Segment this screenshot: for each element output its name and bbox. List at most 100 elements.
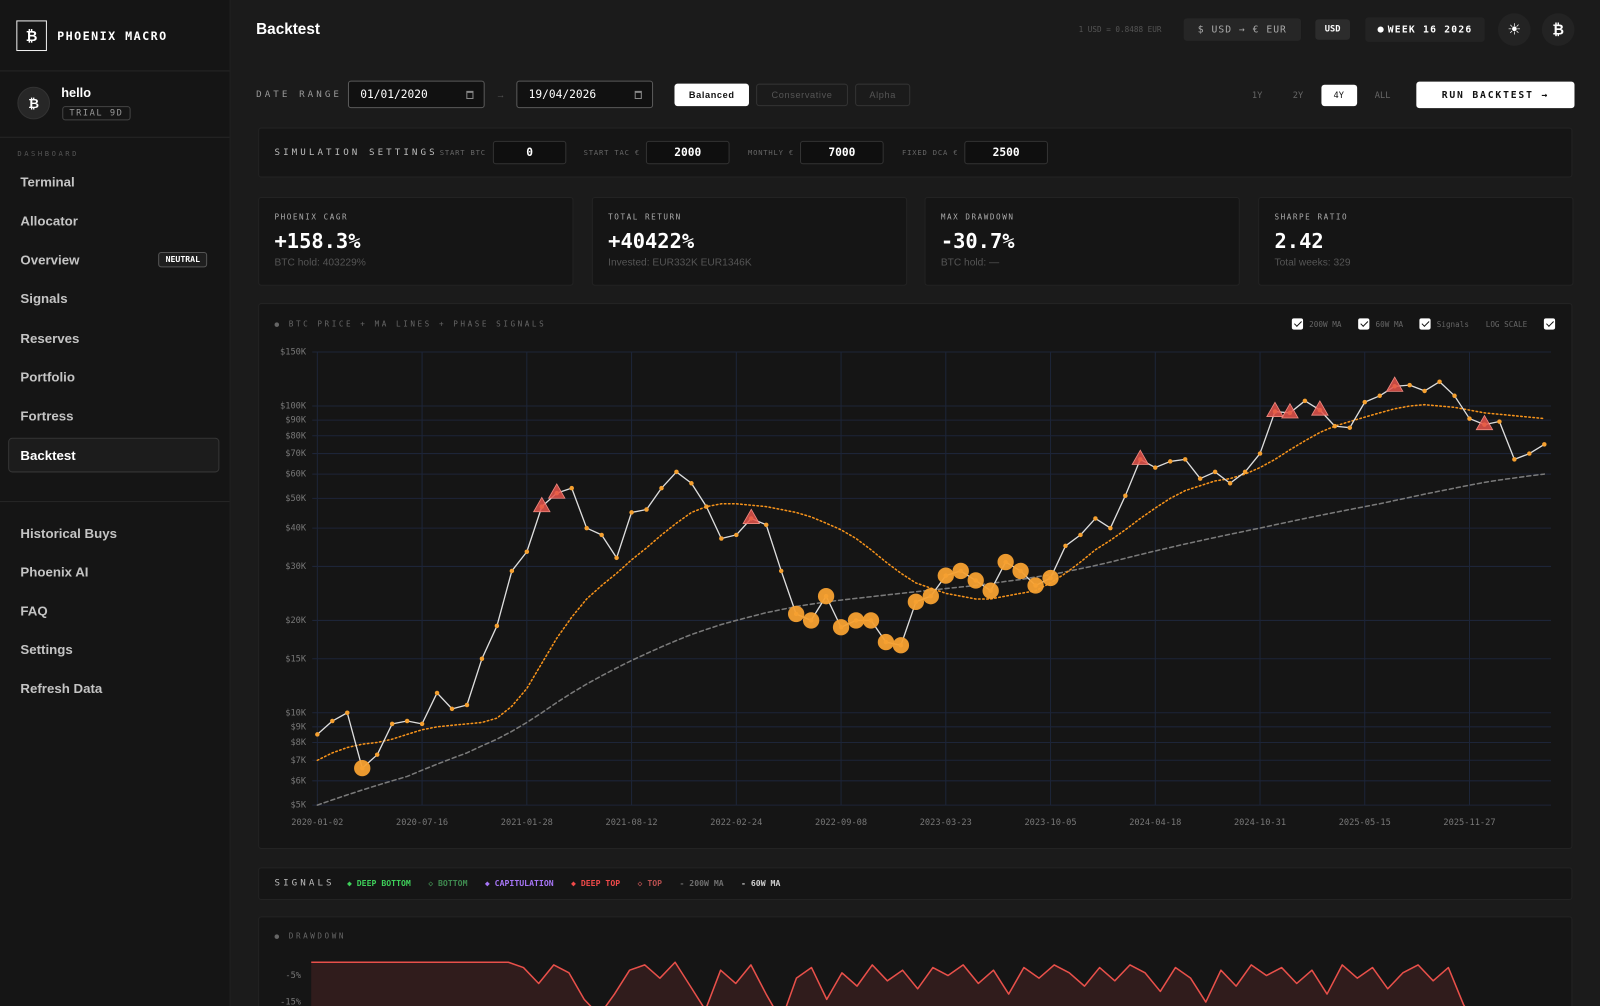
section-label: DASHBOARD	[17, 149, 80, 159]
plan-badge: TRIAL 9D	[62, 106, 131, 121]
stat-value: +40422%	[608, 228, 695, 254]
range-button[interactable]: 4Y	[1320, 84, 1357, 107]
nav-label: Backtest	[20, 447, 76, 463]
divider	[0, 70, 230, 72]
nav-label: Fortress	[20, 408, 74, 424]
legend-item: ◆ DEEP TOP	[571, 879, 621, 889]
start-date-input[interactable]: 01/01/2020	[347, 80, 485, 109]
theme-toggle[interactable]: ☀	[1497, 13, 1531, 46]
toggle-checkbox[interactable]	[1543, 318, 1556, 330]
logo[interactable]: ₿	[16, 20, 47, 52]
field-label: START BTC	[439, 148, 486, 158]
avatar[interactable]: ₿	[17, 86, 50, 120]
legend-item: ◇ BOTTOM	[428, 879, 468, 889]
stat-sub: BTC hold: —	[940, 257, 1000, 269]
brand-name: PHOENIX MACRO	[57, 28, 168, 43]
legend-item: ◇ TOP	[637, 879, 663, 889]
nav-label: Overview	[20, 252, 80, 268]
field-input[interactable]: 0	[492, 140, 567, 165]
nav-label: Portfolio	[20, 369, 75, 385]
week-indicator: WEEK 16 2026	[1365, 17, 1485, 42]
nav-item[interactable]: Reserves	[8, 321, 219, 356]
simulation-title: SIMULATION SETTINGS	[274, 147, 438, 159]
currency-button[interactable]: USD	[1315, 19, 1350, 40]
field-input[interactable]: 7000	[799, 140, 884, 165]
signals-legend: ◆ DEEP BOTTOM ◇ BOTTOM ◆ CAPITULATION ◆ DEE…	[347, 879, 780, 888]
toggle-label: 60W MA	[1375, 319, 1404, 330]
stat-label: MAX DRAWDOWN	[940, 212, 1015, 222]
nav-item[interactable]: Fortress	[8, 399, 219, 434]
nav-item[interactable]: Portfolio	[8, 360, 219, 395]
nav-item[interactable]: Terminal	[8, 164, 219, 199]
field-label: FIXED DCA €	[902, 148, 959, 158]
field-input[interactable]: 2500	[964, 140, 1048, 165]
nav-item[interactable]: Backtest	[8, 437, 220, 473]
stat-label: SHARPE RATIO	[1274, 212, 1349, 222]
nav-label: Allocator	[20, 213, 78, 229]
stat-label: TOTAL RETURN	[608, 212, 682, 222]
nav-label: Reserves	[20, 330, 80, 346]
profile-button[interactable]: ₿	[1541, 13, 1575, 46]
nav-label: FAQ	[20, 602, 48, 618]
range-button[interactable]: ALL	[1374, 90, 1391, 101]
nav-badge: NEUTRAL	[158, 252, 208, 268]
range-arrow: →	[495, 89, 506, 100]
stat-sub: Invested: EUR332K EUR1346K	[608, 257, 752, 269]
nav-label: Phoenix AI	[20, 563, 89, 580]
nav-item[interactable]: Refresh Data	[8, 670, 219, 705]
nav-label: Terminal	[20, 173, 75, 190]
end-date-input[interactable]: 19/04/2026	[516, 80, 654, 109]
week-label: WEEK 16 2026	[1387, 23, 1473, 36]
stat-card: PHOENIX CAGR +158.3% BTC hold: 403229%	[258, 196, 574, 286]
start-date: 01/01/2020	[360, 87, 428, 102]
legend-item: ◆ CAPITULATION	[484, 879, 554, 889]
stat-label: PHOENIX CAGR	[274, 212, 349, 222]
preset-button[interactable]: Conservative	[756, 83, 848, 107]
price-chart-card	[258, 303, 1573, 849]
page-title: Backtest	[256, 20, 320, 39]
nav-item[interactable]: FAQ	[8, 593, 219, 628]
nav-item[interactable]: Signals	[8, 282, 219, 317]
date-range-label: DATE RANGE	[256, 89, 343, 100]
toggle-checkbox[interactable]	[1358, 318, 1370, 330]
stat-sub: Total weeks: 329	[1274, 257, 1351, 269]
nav-item[interactable]: Historical Buys	[8, 515, 219, 550]
stat-sub: BTC hold: 403229%	[274, 257, 366, 269]
stat-value: 2.42	[1274, 228, 1324, 254]
nav-item[interactable]: Phoenix AI	[8, 554, 219, 589]
legend-item: - 60W MA	[741, 879, 781, 889]
currency-toggle[interactable]: $ USD → € EUR	[1183, 18, 1302, 41]
nav-item[interactable]: Overview NEUTRAL	[8, 242, 219, 277]
toggle-label: LOG SCALE	[1485, 319, 1528, 330]
nav-label: Historical Buys	[20, 524, 117, 541]
preset-button[interactable]: Balanced	[674, 83, 749, 107]
field-input[interactable]: 2000	[645, 140, 730, 165]
field-label: MONTHLY €	[747, 148, 795, 158]
run-backtest-button[interactable]: RUN BACKTEST →	[1416, 81, 1575, 109]
preset-button[interactable]: Alpha	[855, 83, 911, 107]
stat-card: TOTAL RETURN +40422% Invested: EUR332K EUR…	[591, 196, 908, 286]
nav-label: Settings	[20, 641, 73, 657]
legend-item: ◆ DEEP BOTTOM	[346, 879, 411, 889]
nav-item[interactable]: Allocator	[8, 203, 219, 238]
calendar-icon	[634, 90, 642, 99]
nav-item[interactable]: Settings	[8, 632, 219, 667]
toggle-label: 200W MA	[1309, 319, 1342, 330]
toggle-checkbox[interactable]	[1291, 318, 1304, 330]
toggle-checkbox[interactable]	[1419, 318, 1431, 330]
nav-label: Refresh Data	[20, 680, 103, 696]
stat-value: +158.3%	[274, 228, 361, 254]
field-label: START TAC €	[583, 148, 640, 158]
toggle-label: Signals	[1436, 319, 1469, 330]
sidebar	[0, 0, 231, 1006]
status-dot	[1377, 26, 1384, 33]
range-button[interactable]: 2Y	[1292, 90, 1304, 101]
stat-card: SHARPE RATIO 2.42 Total weeks: 329	[1258, 196, 1574, 286]
stat-card: MAX DRAWDOWN -30.7% BTC hold: —	[924, 196, 1240, 286]
nav-label: Signals	[20, 291, 68, 307]
stat-value: -30.7%	[940, 228, 1015, 254]
range-button[interactable]: 1Y	[1251, 90, 1263, 101]
